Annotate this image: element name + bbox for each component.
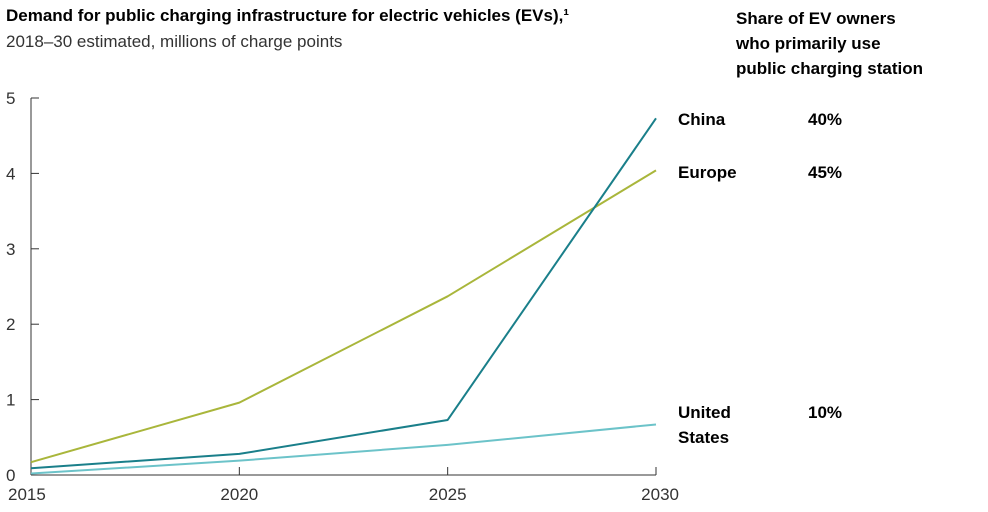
share-value: 10% (808, 403, 842, 422)
series-line-europe (30, 169, 657, 464)
series-label: China (678, 110, 726, 129)
y-tick-label: 4 (6, 164, 15, 183)
share-column-heading: Share of EV owners who primarily use pub… (736, 6, 986, 81)
y-tick-label: 2 (6, 315, 15, 334)
x-tick-label: 2015 (8, 485, 46, 504)
y-tick-label: 0 (6, 466, 15, 485)
series-label: United (678, 403, 731, 422)
series-label: States (678, 428, 729, 447)
x-tick-label: 2025 (429, 485, 467, 504)
series-line-united-states (30, 423, 657, 475)
chart-subtitle: 2018–30 estimated, millions of charge po… (6, 32, 343, 51)
share-heading-line: public charging station (736, 59, 924, 78)
x-tick-label: 2020 (220, 485, 258, 504)
y-tick-label: 3 (6, 240, 15, 259)
y-tick-label: 5 (6, 89, 15, 108)
y-tick-label: 1 (6, 391, 15, 410)
share-value: 40% (808, 110, 842, 129)
series-label: Europe (678, 163, 737, 182)
x-tick-label: 2030 (641, 485, 679, 504)
share-heading-line: Share of EV owners (736, 9, 896, 28)
share-heading-line: who primarily use (736, 34, 881, 53)
chart-title: Demand for public charging infrastructur… (6, 6, 570, 25)
series-line-china (30, 117, 657, 470)
share-value: 45% (808, 163, 842, 182)
